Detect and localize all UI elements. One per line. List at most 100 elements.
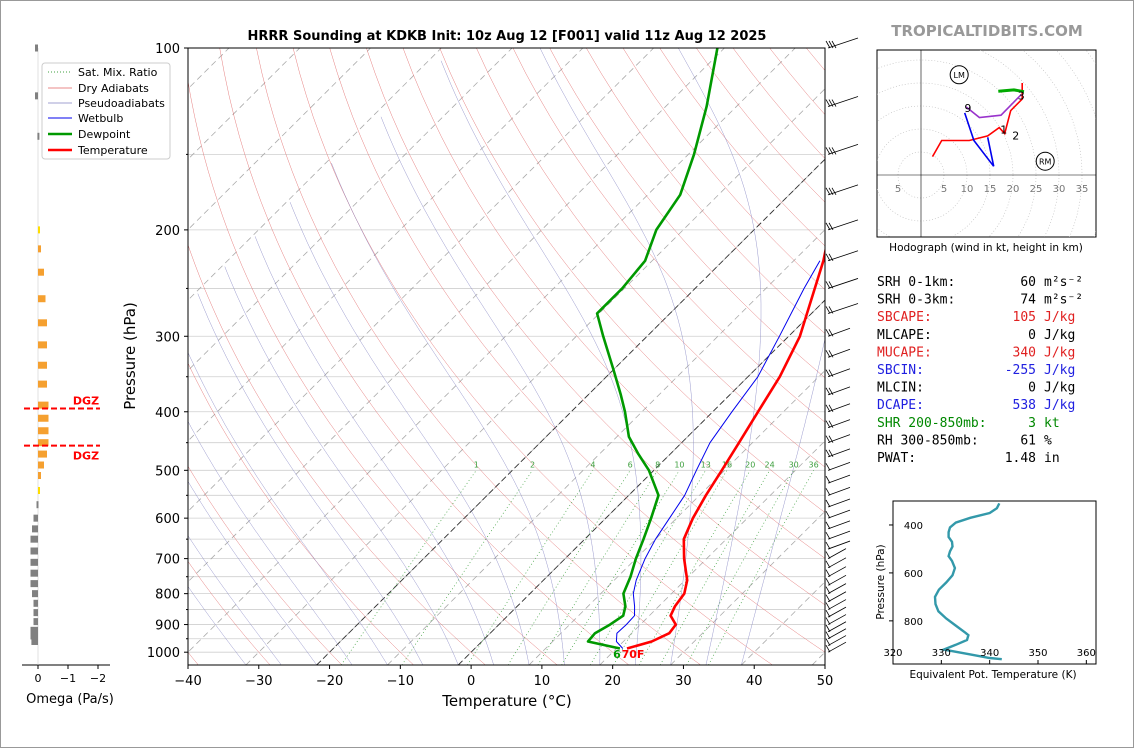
index-label: SRH 0-3km: [877,293,955,308]
y-tick-label: 600 [155,512,180,527]
dry-adiabat [549,48,825,379]
dry-adiabat [219,48,630,665]
pseudo-adiabat [289,202,530,665]
wind-barb [825,498,851,508]
omega-bar [30,569,38,577]
omega-bar [38,427,49,435]
omega-bar [38,380,47,388]
thetae-y-tick-label: 400 [904,521,923,532]
index-label: RH 300-850mb: [877,433,979,448]
wind-barb [825,606,847,618]
thetae-x-tick-label: 340 [980,648,999,659]
omega-bar [38,472,41,480]
index-row: MLCAPE: 0 J/kg [877,328,1075,343]
legend: Sat. Mix. Ratio Dry Adiabats Pseudoadiab… [41,62,171,160]
omega-bar [38,341,47,349]
x-tick-label: −30 [245,674,272,689]
hodo-tick-label: 5 [941,184,947,195]
mixing-ratio-label: 6 [628,460,633,469]
mixing-ratio-label: 8 [655,460,660,469]
wind-barb [825,548,847,559]
isotherm-line [599,440,825,665]
y-tick-label: 300 [155,330,180,345]
dry-adiabat [586,48,825,334]
mixing-ratio-line [467,470,594,665]
dry-adiabat [439,48,825,513]
thetae-frame [892,500,1097,665]
hodo-label: 3 [1018,89,1025,102]
wind-barb [825,250,859,262]
omega-x-tick-label: 0 [35,672,42,685]
index-row: PWAT: 1.48 in [877,451,1060,466]
legend-wetbulb: Wetbulb [78,112,123,125]
wind-barb [825,530,851,540]
omega-bar [30,580,38,588]
omega-bar [33,599,38,607]
index-label: MLCIN: [877,381,924,396]
omega-bar [30,558,38,566]
pseudo-adiabat [380,116,601,665]
hodo-trace [998,88,1025,94]
hodo-trace [965,93,1022,119]
mixing-ratio-label: 13 [701,460,711,469]
pseudo-adiabat [188,351,388,665]
index-value: 74 [1020,293,1036,308]
pseudo-adiabat [188,535,282,665]
omega-bar [33,609,38,617]
omega-bar [31,637,38,645]
wind-barb [825,614,847,625]
pseudo-adiabat [539,48,694,665]
omega-bar [33,514,38,522]
mixing-ratio-label: 24 [765,460,775,469]
isotherm-line [387,229,825,665]
y-tick-label: 900 [155,619,180,634]
surface-dewpoint-label: 6 [613,648,621,661]
dgz-label: DGZ [73,450,99,463]
mixing-ratio-label: 16 [722,460,732,469]
wind-barb [825,509,851,519]
index-unit: m²s⁻² [1044,293,1083,308]
omega-bar [38,268,44,276]
isotherm-ref-line [316,158,825,665]
pseudo-adiabat [197,293,424,665]
mixing-ratio-label: 2 [530,460,535,469]
hodograph-frame [876,49,1097,238]
index-value: 0 [1028,381,1036,396]
thetae-x-tick-label: 360 [1077,648,1096,659]
index-unit: J/kg [1044,310,1075,325]
hodograph-title: Hodograph (wind in kt, height in km) [889,242,1083,254]
legend-dewpoint: Dewpoint [78,128,131,141]
index-row: SBCIN: -255 J/kg [877,363,1075,378]
omega-panel: DGZ DGZ 0 −1 −2 Omega (Pa/s) [22,44,114,707]
wind-barb [825,540,851,550]
isotherm-line [245,88,825,665]
hodo-tick-label: 15 [984,184,997,195]
index-label: DCAPE: [877,398,924,413]
mixing-ratio-label: 36 [809,460,819,469]
wetbulb-line [615,260,821,649]
isotherm-line [670,510,825,665]
wind-barb [825,37,859,49]
pseudo-adiabat [188,480,317,665]
omega-bar [30,535,38,543]
index-label: MLCAPE: [877,328,932,343]
dry-adiabat [188,244,486,665]
wind-barb [825,599,847,610]
mixing-ratio-line [340,470,477,665]
mixing-ratio-line [638,470,751,665]
index-unit: J/kg [1044,363,1075,378]
hodo-tick-label: 10 [961,184,974,195]
indices-panel: SRH 0-1km: 60 m²s⁻² SRH 0-3km: 74 m²s⁻² SBCAPE… [877,275,1083,466]
dry-adiabat [292,48,773,665]
wind-barbs [825,37,859,653]
x-tick-label: 40 [746,674,763,689]
pseudo-adiabat [188,420,353,665]
omega-bar [30,626,38,634]
legend-box [41,62,171,160]
wind-barb [825,448,851,458]
index-value: 0 [1028,328,1036,343]
thetae-y-label: Pressure (hPa) [875,544,887,619]
dry-adiabat [256,48,701,665]
dry-adiabat [366,48,825,606]
wind-barb [825,520,851,530]
